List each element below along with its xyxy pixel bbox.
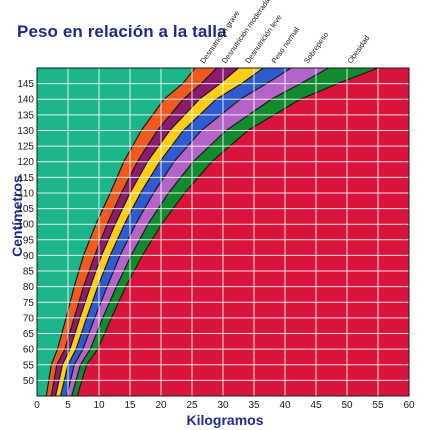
x-tick-label: 35 bbox=[248, 400, 260, 411]
region-below-range bbox=[37, 68, 196, 396]
y-tick-label: 140 bbox=[17, 95, 34, 106]
y-tick-label: 120 bbox=[17, 157, 34, 168]
legend-label-obesidad: Obesidad bbox=[345, 34, 371, 65]
y-tick-label: 125 bbox=[17, 142, 34, 153]
y-tick-label: 50 bbox=[23, 376, 35, 387]
plot-frame bbox=[36, 67, 410, 397]
y-tick-label: 80 bbox=[23, 282, 35, 293]
region-above-range bbox=[77, 68, 410, 396]
y-tick-label: 145 bbox=[17, 79, 34, 90]
legend-label-sobrepeso: Sobrepeso bbox=[302, 30, 330, 65]
y-tick-label: 90 bbox=[23, 251, 35, 262]
y-tick-label: 75 bbox=[23, 298, 35, 309]
y-tick-label: 65 bbox=[23, 329, 35, 340]
x-tick-label: 25 bbox=[186, 400, 198, 411]
x-tick-label: 10 bbox=[93, 400, 105, 411]
y-tick-label: 70 bbox=[23, 313, 35, 324]
y-tick-label: 130 bbox=[17, 126, 34, 137]
y-tick-label: 115 bbox=[18, 173, 34, 184]
x-tick-label: 0 bbox=[34, 400, 40, 411]
band-obesidad bbox=[71, 68, 378, 396]
y-tick-label: 60 bbox=[23, 345, 35, 356]
x-tick-label: 45 bbox=[310, 400, 322, 411]
y-tick-label: 110 bbox=[18, 188, 34, 199]
x-tick-label: 15 bbox=[124, 400, 136, 411]
x-tick-label: 20 bbox=[155, 400, 167, 411]
y-tick-label: 95 bbox=[23, 235, 35, 246]
y-tick-label: 100 bbox=[17, 220, 34, 231]
x-tick-label: 50 bbox=[341, 400, 353, 411]
y-tick-label: 105 bbox=[17, 204, 34, 215]
x-tick-label: 5 bbox=[65, 400, 71, 411]
y-tick-label: 85 bbox=[23, 267, 35, 278]
chart-title: Peso en relación a la talla bbox=[17, 22, 227, 41]
y-tick-label: 135 bbox=[17, 110, 34, 121]
x-tick-label: 40 bbox=[279, 400, 291, 411]
x-tick-label: 60 bbox=[403, 400, 415, 411]
x-axis-label: Kilogramos bbox=[186, 412, 264, 428]
x-tick-label: 55 bbox=[372, 400, 384, 411]
y-tick-label: 55 bbox=[23, 360, 35, 371]
x-tick-label: 30 bbox=[217, 400, 229, 411]
